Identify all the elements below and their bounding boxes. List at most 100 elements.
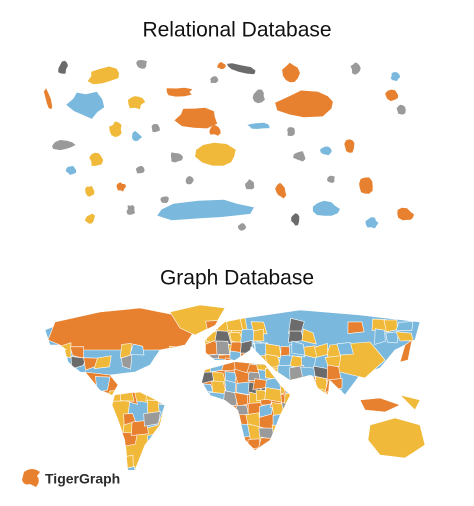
country xyxy=(226,318,244,331)
country xyxy=(324,355,342,368)
country-shape xyxy=(209,124,221,136)
country-shape xyxy=(52,140,76,151)
country xyxy=(247,447,264,463)
country-shape xyxy=(396,104,406,115)
graph-title: Graph Database xyxy=(160,267,314,290)
country-shape xyxy=(291,213,300,226)
country-shape xyxy=(126,205,135,215)
country xyxy=(72,388,88,404)
country xyxy=(93,355,112,370)
country-shape xyxy=(87,66,119,85)
country-shape xyxy=(174,107,218,129)
country xyxy=(158,445,173,460)
country-shape xyxy=(237,223,247,231)
land-region xyxy=(367,417,426,459)
country xyxy=(234,392,248,407)
land-region xyxy=(47,307,196,353)
country-shape xyxy=(195,142,236,166)
country-shape xyxy=(350,62,361,75)
scattered-countries xyxy=(43,60,414,231)
country-shape xyxy=(43,88,53,110)
country xyxy=(222,434,238,451)
country-shape xyxy=(116,182,126,192)
country xyxy=(209,412,227,430)
country xyxy=(301,328,317,345)
country-shape xyxy=(157,199,254,221)
country-shape xyxy=(293,151,306,162)
country xyxy=(281,402,299,419)
country xyxy=(165,365,182,381)
world-map xyxy=(44,304,426,471)
country xyxy=(156,465,174,470)
country xyxy=(107,455,124,470)
country xyxy=(209,446,226,461)
country xyxy=(121,354,133,370)
land-region xyxy=(399,339,413,363)
country-shape xyxy=(282,62,300,83)
country xyxy=(284,446,299,463)
country-shape xyxy=(170,152,184,163)
country-shape xyxy=(365,217,379,229)
country-shape xyxy=(210,76,219,84)
country-shape xyxy=(320,146,332,156)
country xyxy=(252,328,265,342)
country-shape xyxy=(385,89,398,102)
country xyxy=(271,424,287,441)
country-shape xyxy=(151,124,160,133)
country-shape xyxy=(65,166,76,175)
country-shape xyxy=(227,63,256,75)
country xyxy=(374,328,386,345)
country xyxy=(209,434,228,451)
country xyxy=(301,387,318,404)
country xyxy=(284,425,299,441)
country xyxy=(247,438,261,452)
country-shape xyxy=(166,87,193,97)
country-shape xyxy=(397,207,414,221)
land-region xyxy=(359,397,401,413)
country xyxy=(197,403,215,417)
country xyxy=(200,434,216,451)
country xyxy=(145,387,159,402)
country-shape xyxy=(247,122,270,129)
country xyxy=(347,321,365,334)
country-shape xyxy=(275,182,287,199)
country xyxy=(129,343,145,356)
country-shape xyxy=(217,62,226,70)
country xyxy=(258,447,275,461)
country-shape xyxy=(275,90,333,118)
country-shape xyxy=(185,176,194,185)
country xyxy=(198,425,213,438)
country xyxy=(153,356,170,369)
country xyxy=(120,389,135,402)
country xyxy=(336,342,354,356)
country xyxy=(395,321,414,331)
country xyxy=(259,403,274,418)
country xyxy=(282,413,297,430)
country xyxy=(252,378,268,390)
country-shape xyxy=(327,175,335,183)
country-shape xyxy=(252,89,265,104)
land-region xyxy=(399,394,421,411)
logo-text: TigerGraph xyxy=(45,471,120,487)
country xyxy=(197,413,215,430)
logo: TigerGraph xyxy=(22,469,120,487)
country-shape xyxy=(136,60,147,69)
country xyxy=(209,403,226,417)
country-shape xyxy=(84,213,95,224)
country-shape xyxy=(85,185,95,197)
country xyxy=(221,423,237,441)
country-shape xyxy=(135,165,145,174)
country xyxy=(143,411,161,427)
country xyxy=(146,453,161,470)
country xyxy=(302,379,318,390)
country-shape xyxy=(109,121,122,137)
country xyxy=(271,445,286,460)
logo-icon xyxy=(22,469,40,487)
country-shape xyxy=(390,72,401,82)
country xyxy=(289,378,307,393)
country xyxy=(123,466,137,470)
country-shape xyxy=(344,139,355,153)
country xyxy=(234,449,249,460)
country xyxy=(215,340,231,356)
